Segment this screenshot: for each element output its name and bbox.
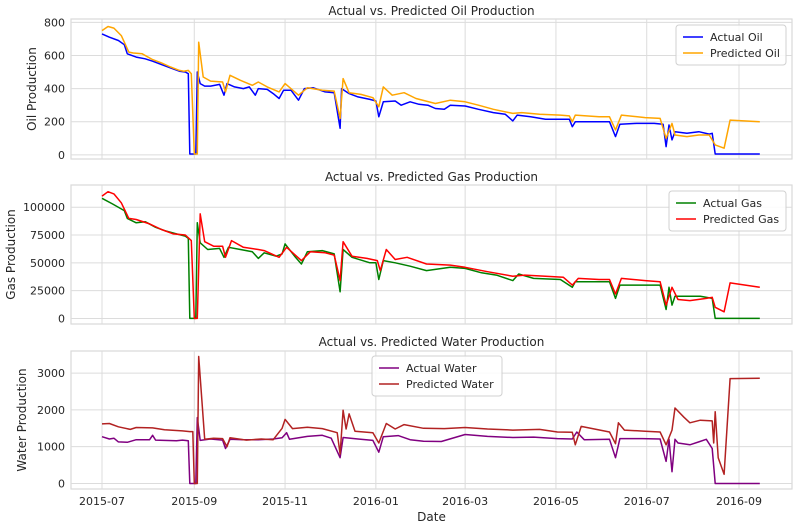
legend-label-actual-water: Actual Water (406, 362, 477, 375)
oil-y-axis-label: Oil Production (25, 47, 39, 131)
x-tick-label: 2016-07 (624, 495, 670, 508)
x-axis-ticks: 2015-07 2015-09 2015-11 2016-01 2016-03 2016-… (79, 495, 762, 508)
gas-chart-title: Actual vs. Predicted Gas Production (325, 170, 538, 184)
gas-series (101, 190, 760, 320)
x-tick-label: 2016-05 (533, 495, 579, 508)
oil-legend-box (675, 24, 787, 66)
x-tick-label: 2016-03 (442, 495, 488, 508)
y-tick-label: 600 (44, 49, 65, 62)
x-axis-label: Date (417, 510, 446, 524)
water-legend-box (371, 355, 503, 397)
gas-y-axis-label: Gas Production (4, 209, 18, 300)
y-tick-label: 0 (58, 149, 65, 162)
y-tick-label: 75000 (30, 229, 65, 242)
water-chart-title: Actual vs. Predicted Water Production (319, 335, 545, 349)
x-tick-label: 2016-09 (716, 495, 762, 508)
series-line-predicted-gas (101, 190, 760, 320)
oil-legend: Actual Oil Predicted Oil (675, 24, 787, 66)
x-tick-label: 2015-11 (262, 495, 308, 508)
oil-panel: Actual vs. Predicted Oil Production Oil … (25, 4, 793, 162)
y-tick-label: 2000 (37, 404, 65, 417)
legend-label-predicted-water: Predicted Water (406, 378, 494, 391)
gas-legend: Actual Gas Predicted Gas (668, 190, 787, 232)
y-tick-label: 3000 (37, 367, 65, 380)
water-series (101, 355, 760, 485)
oil-series (101, 25, 760, 155)
oil-gridlines (71, 19, 792, 159)
series-line-actual-oil (101, 33, 760, 155)
gas-y-ticks: 0 25000 50000 75000 100000 (23, 201, 65, 325)
legend-label-predicted-gas: Predicted Gas (703, 213, 779, 226)
x-tick-label: 2015-07 (79, 495, 125, 508)
legend-label-actual-oil: Actual Oil (710, 31, 763, 44)
series-line-predicted-water (101, 355, 760, 485)
legend-label-actual-gas: Actual Gas (703, 197, 762, 210)
legend-label-predicted-oil: Predicted Oil (710, 47, 780, 60)
y-tick-label: 0 (58, 312, 65, 325)
y-tick-label: 200 (44, 116, 65, 129)
series-line-actual-water (101, 416, 760, 485)
gas-legend-box (668, 190, 787, 232)
y-tick-label: 0 (58, 477, 65, 490)
y-tick-label: 800 (44, 16, 65, 29)
x-tick-label: 2015-09 (171, 495, 217, 508)
y-tick-label: 100000 (23, 201, 65, 214)
water-y-axis-label: Water Production (15, 368, 29, 471)
gas-panel: Actual vs. Predicted Gas Production Gas … (4, 170, 793, 325)
y-tick-label: 1000 (37, 441, 65, 454)
y-tick-label: 25000 (30, 285, 65, 298)
water-panel: Actual vs. Predicted Water Production Wa… (15, 335, 793, 524)
water-legend: Actual Water Predicted Water (371, 355, 503, 397)
oil-chart-title: Actual vs. Predicted Oil Production (328, 4, 534, 18)
x-tick-label: 2016-01 (353, 495, 399, 508)
y-tick-label: 400 (44, 83, 65, 96)
y-tick-label: 50000 (30, 257, 65, 270)
water-y-ticks: 0 1000 2000 3000 (37, 367, 65, 490)
series-line-predicted-oil (101, 25, 760, 155)
series-line-actual-gas (101, 197, 760, 320)
oil-y-ticks: 0 200 400 600 800 (44, 16, 65, 162)
